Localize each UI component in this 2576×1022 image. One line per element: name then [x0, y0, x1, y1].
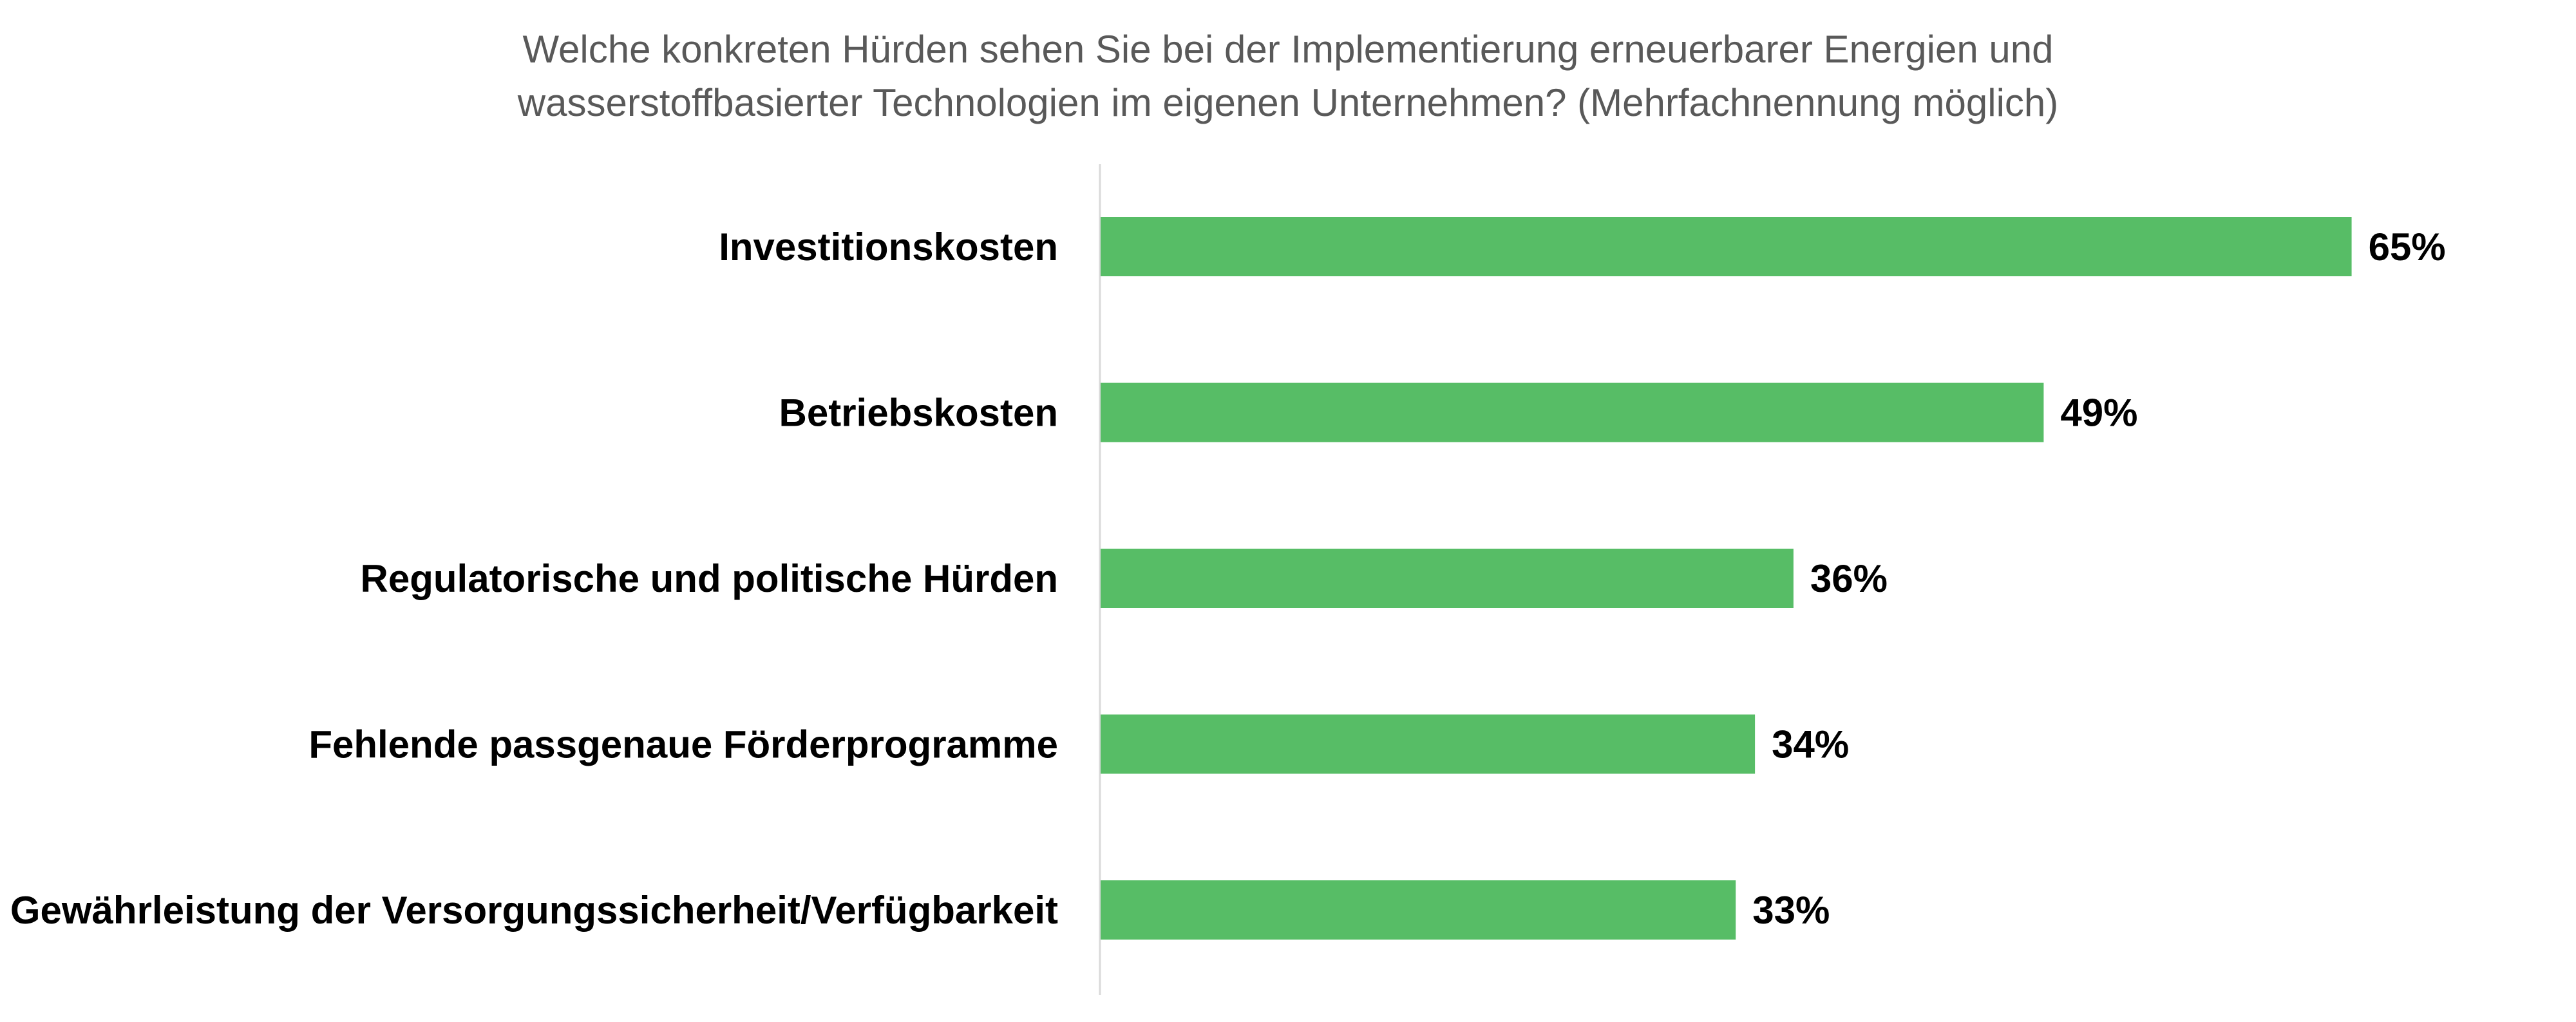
value-labels: 65% 49% 36% 34% 33%: [1752, 225, 2445, 932]
title-line-1: Welche konkreten Hürden sehen Sie bei de…: [522, 28, 2053, 71]
bars: [1101, 217, 2352, 940]
bar-2: [1101, 383, 2044, 442]
category-label-4: Fehlende passgenaue Förderprogramme: [308, 723, 1058, 766]
category-label-5: Gewährleistung der Versorgungssicherheit…: [10, 889, 1058, 932]
value-label-1: 65%: [2369, 225, 2446, 269]
value-label-5: 33%: [1752, 889, 1830, 932]
category-label-3: Regulatorische und politische Hürden: [361, 557, 1058, 600]
value-label-2: 49%: [2060, 392, 2137, 435]
title-line-2: wasserstoffbasierter Technologien im eig…: [517, 81, 2059, 124]
value-label-4: 34%: [1772, 723, 1849, 766]
bar-5: [1101, 880, 1736, 940]
category-label-1: Investitionskosten: [719, 225, 1058, 269]
category-labels: Investitionskosten Betriebskosten Regulato…: [10, 225, 1058, 932]
category-label-2: Betriebskosten: [779, 392, 1058, 435]
bar-1: [1101, 217, 2352, 276]
bar-4: [1101, 714, 1756, 774]
value-label-3: 36%: [1810, 557, 1888, 600]
chart-title: Welche konkreten Hürden sehen Sie bei de…: [517, 28, 2059, 124]
bar-3: [1101, 549, 1794, 608]
